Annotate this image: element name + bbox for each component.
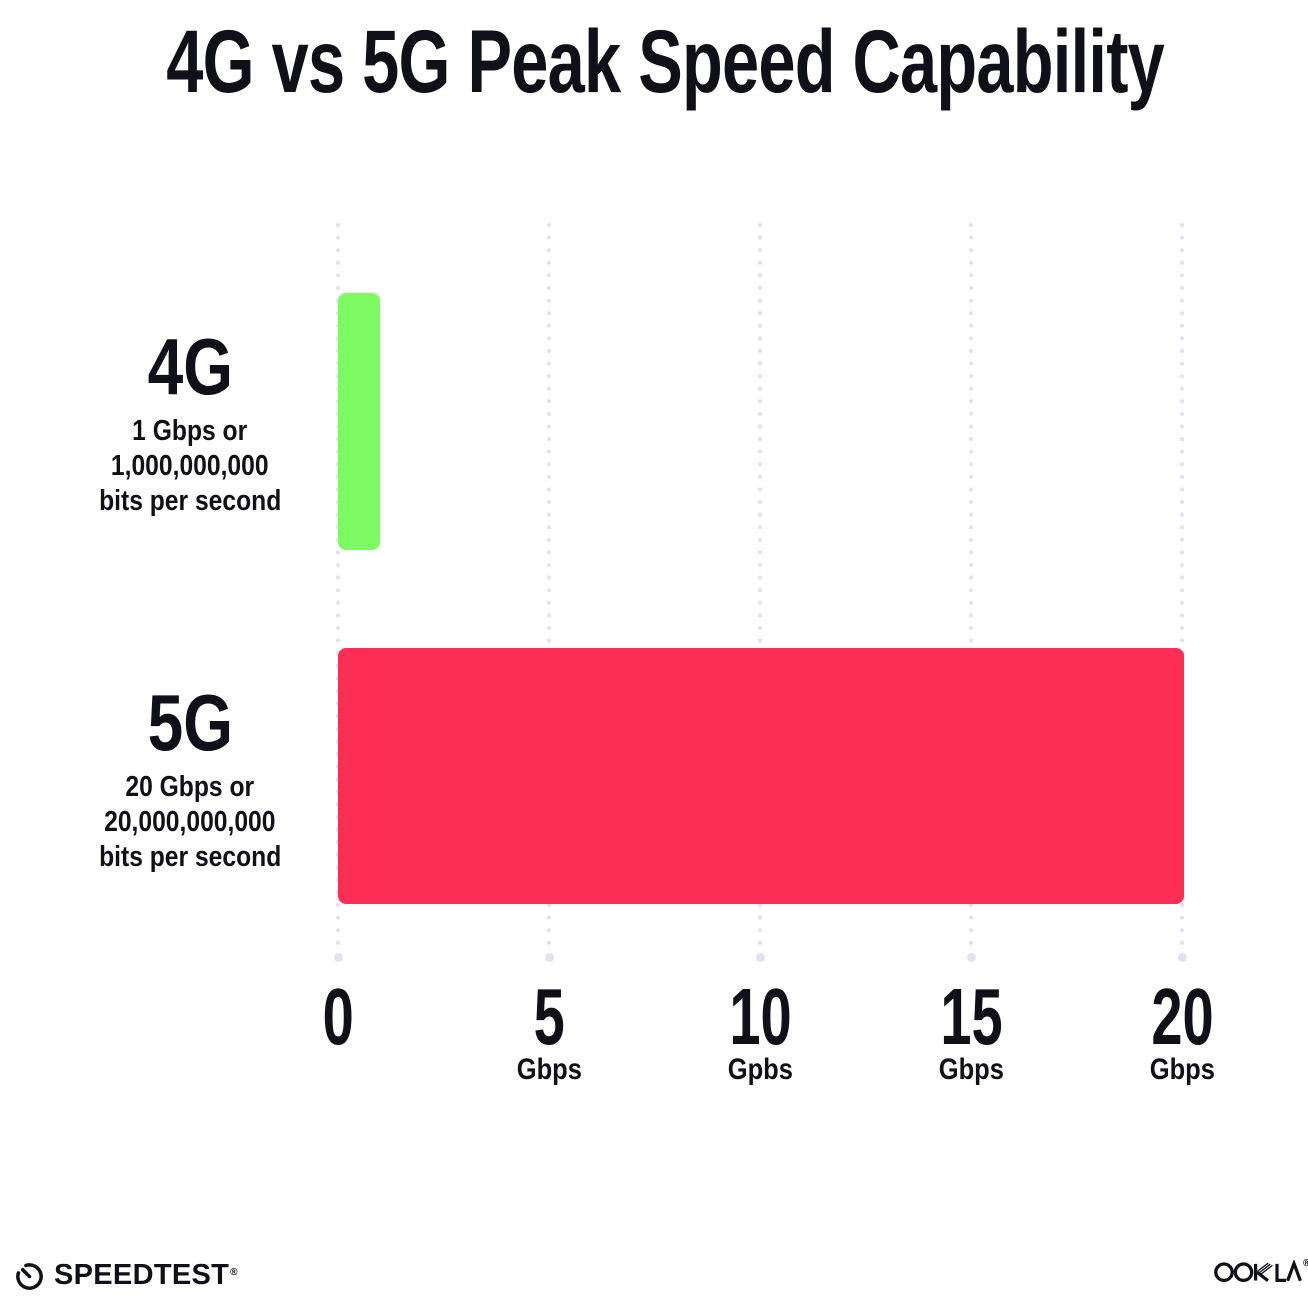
x-tick-15-unit: Gbps (938, 1053, 1004, 1086)
bar-4g (338, 293, 380, 550)
x-tick-10-unit: Gpbs (727, 1053, 793, 1086)
row-label-4g-desc-line1: 1 Gbps or (132, 415, 248, 447)
x-tick-0-value: 0 (322, 972, 354, 1061)
x-tick-15-value: 15 (939, 972, 1003, 1061)
bar-5g (338, 648, 1184, 904)
row-label-5g: 5G 20 Gbps or 20,000,000,000 bits per se… (30, 683, 350, 875)
x-tick-0: 0 (238, 977, 438, 1085)
gridline-15 (966, 222, 976, 962)
gridline-20 (1177, 222, 1187, 962)
ookla-trademark: ® (1303, 1258, 1308, 1269)
row-label-4g-desc-line2: 1,000,000,000 (111, 450, 269, 482)
chart-title: 4G vs 5G Peak Speed Capability (0, 15, 1308, 107)
row-label-5g-desc-line1: 20 Gbps or (125, 771, 255, 803)
gridline-5 (544, 222, 554, 962)
x-tick-5-unit: Gbps (516, 1053, 582, 1086)
ookla-logo: ® (1214, 1258, 1308, 1284)
row-label-5g-desc-line3: bits per second (98, 841, 282, 873)
gridline-0 (333, 222, 343, 962)
chart-title-text: 4G vs 5G Peak Speed Capability (166, 11, 1165, 111)
ookla-wordmark-icon (1214, 1260, 1302, 1283)
gridline-10 (755, 222, 765, 962)
x-tick-15: 15 Gbps (871, 977, 1071, 1085)
x-tick-5: 5 Gbps (449, 977, 649, 1085)
x-tick-20-unit: Gbps (1149, 1053, 1215, 1086)
speedtest-gauge-icon (16, 1262, 43, 1290)
speedtest-wordmark: SPEEDTEST® (54, 1259, 238, 1291)
x-tick-10: 10 Gpbs (660, 977, 860, 1085)
speedtest-logo: SPEEDTEST® (14, 1258, 238, 1292)
row-label-5g-name: 5G (147, 678, 233, 767)
speedtest-trademark: ® (230, 1267, 238, 1278)
row-label-4g-description: 1 Gbps or 1,000,000,000 bits per second (30, 414, 350, 519)
x-tick-5-value: 5 (533, 972, 565, 1061)
row-label-5g-description: 20 Gbps or 20,000,000,000 bits per secon… (30, 770, 350, 875)
row-label-4g-desc-line3: bits per second (98, 485, 282, 517)
x-tick-20: 20 Gbps (1082, 977, 1282, 1085)
row-label-4g: 4G 1 Gbps or 1,000,000,000 bits per seco… (30, 327, 350, 519)
row-label-4g-name: 4G (147, 322, 233, 411)
x-tick-20-value: 20 (1150, 972, 1214, 1061)
x-tick-10-value: 10 (728, 972, 792, 1061)
row-label-5g-desc-line2: 20,000,000,000 (104, 806, 276, 838)
